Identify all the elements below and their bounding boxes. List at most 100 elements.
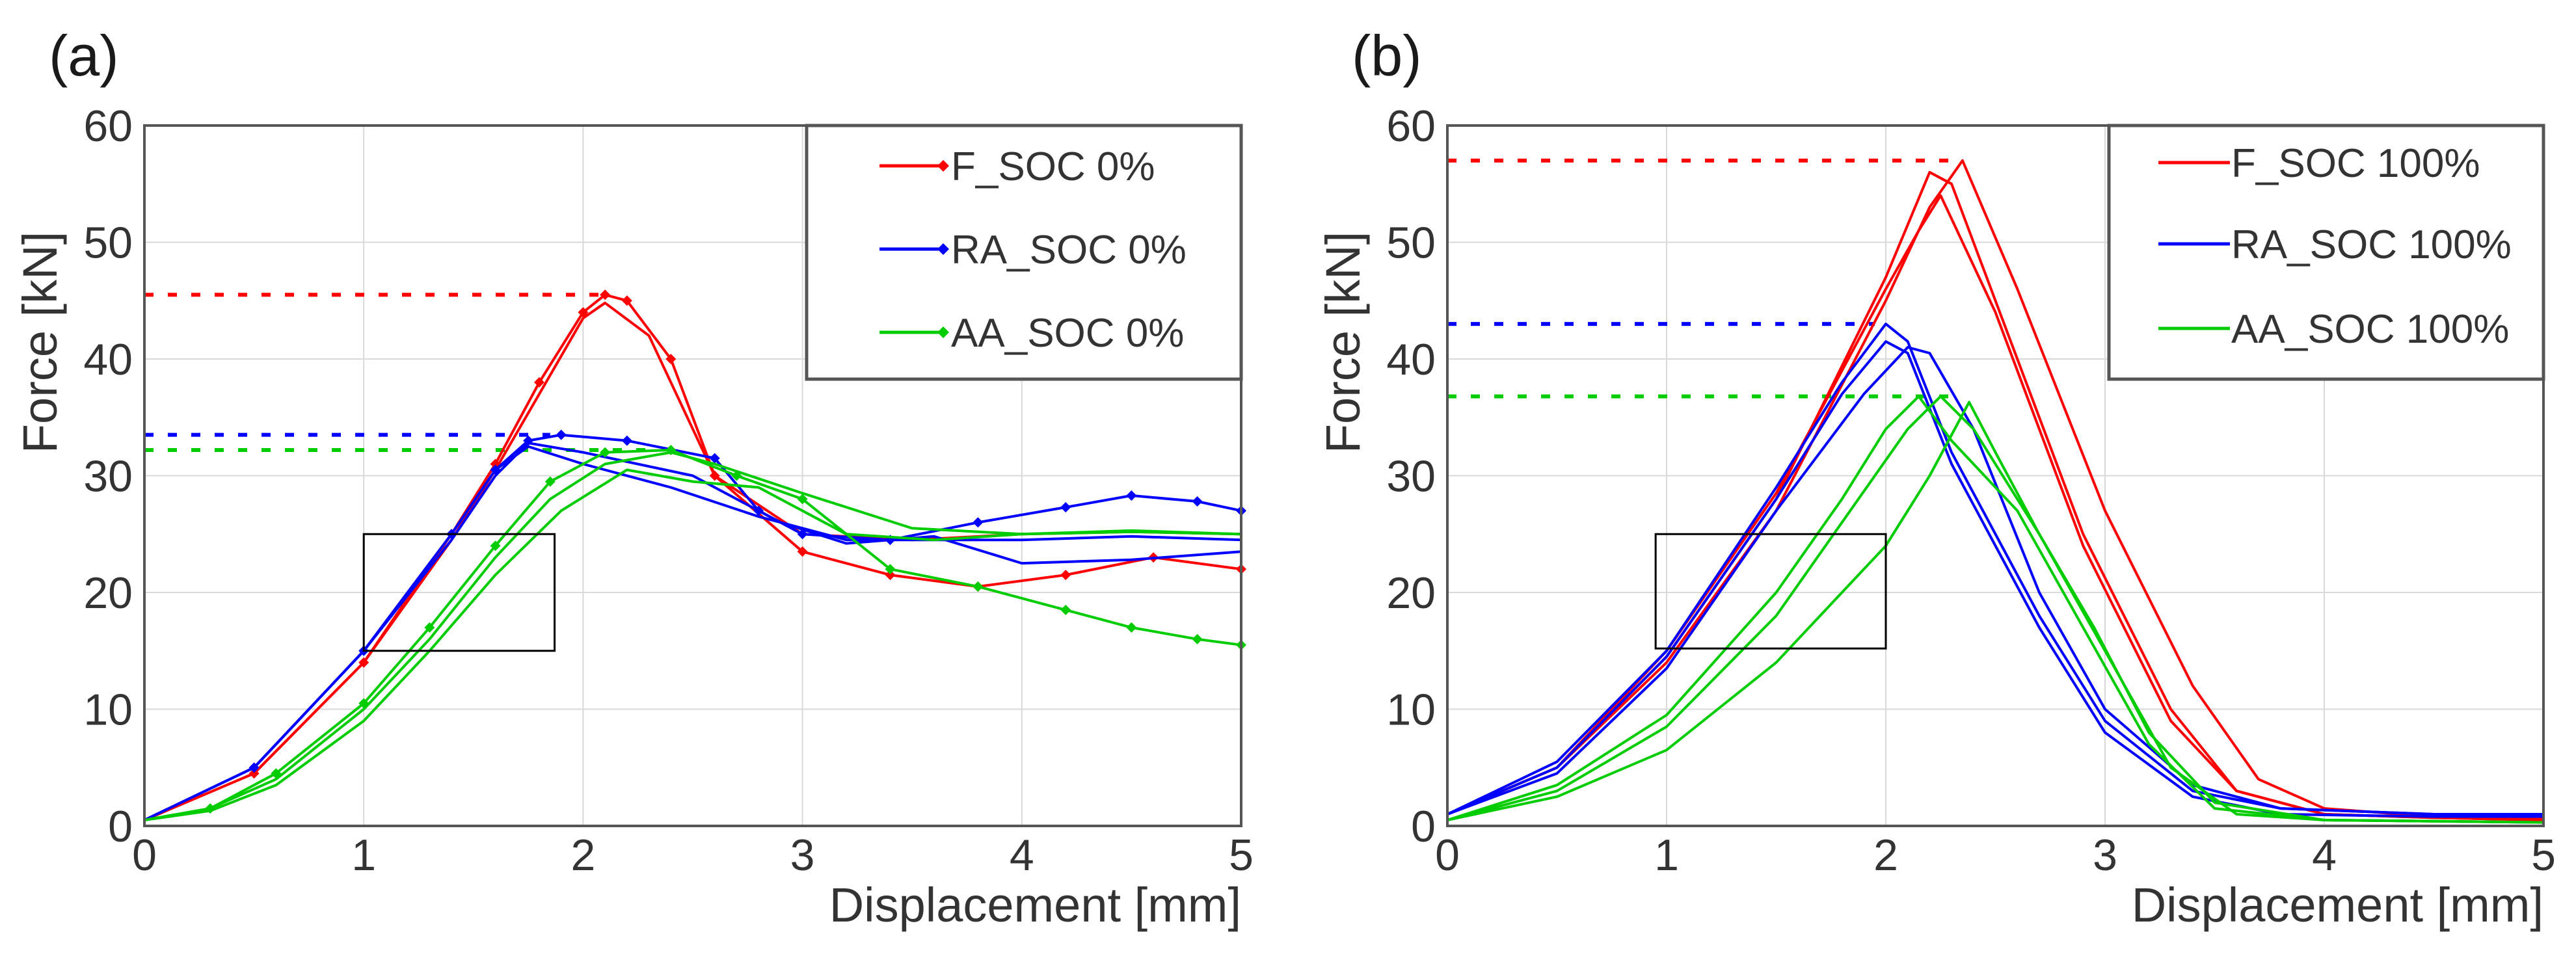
data-point-marker: [1060, 570, 1071, 581]
y-tick-label: 0: [1411, 802, 1436, 851]
data-point-marker: [621, 435, 632, 446]
series-ra-soc-0-3: [143, 442, 1242, 821]
y-tick-label: 50: [83, 219, 133, 268]
legend-label: F_SOC 0%: [951, 144, 1155, 189]
y-tick-label: 60: [1386, 101, 1436, 151]
x-tick-label: 0: [132, 830, 157, 880]
panel-label: (b): [1352, 23, 1422, 88]
data-point-marker: [797, 546, 808, 557]
x-tick-label: 1: [1654, 830, 1679, 880]
zoom-region-box: [362, 533, 556, 652]
series-line: [1446, 346, 2545, 818]
x-tick-label: 2: [570, 830, 595, 880]
legend-marker: [937, 326, 949, 338]
data-point-marker: [556, 429, 567, 440]
y-tick-label: 40: [1386, 335, 1436, 384]
legend-box: [2107, 124, 2545, 381]
data-point-marker: [1126, 490, 1137, 501]
legend-label: RA_SOC 100%: [2231, 222, 2512, 267]
legend-item-aa-soc-0: AA_SOC 0%: [879, 311, 1184, 356]
x-tick-label: 1: [351, 830, 376, 880]
legend-label: F_SOC 100%: [2231, 141, 2480, 186]
legend-box: [805, 124, 1243, 381]
x-tick-label: 4: [2312, 830, 2337, 880]
y-tick-label: 10: [1386, 685, 1436, 735]
series-line: [143, 442, 1242, 821]
legend-item-f-soc-100: F_SOC 100%: [2158, 141, 2480, 186]
data-point-marker: [885, 570, 896, 581]
series-f-soc-100: [1446, 159, 2545, 821]
y-axis-title: Force [kN]: [1316, 232, 1370, 453]
legend: F_SOC 0% RA_SOC 0% AA_SOC 0%: [805, 124, 1243, 381]
legend-label: AA_SOC 0%: [951, 311, 1184, 356]
series-aa-soc-100-2: [1446, 395, 2545, 824]
data-point-marker: [533, 377, 544, 388]
x-tick-label: 5: [2531, 830, 2556, 880]
series-ra-soc-100-2: [1446, 340, 2545, 818]
plot-frame: [143, 124, 1242, 827]
zoom-region-box: [1654, 533, 1887, 650]
data-point-marker: [709, 453, 720, 464]
data-point-marker: [600, 289, 611, 300]
series-line: [1446, 340, 2545, 818]
data-point-marker: [600, 447, 611, 458]
y-tick-label: 30: [1386, 452, 1436, 501]
y-tick-label: 20: [1386, 568, 1436, 618]
data-point-marker: [424, 622, 435, 633]
x-tick-label: 0: [1435, 830, 1460, 880]
y-tick-label: 40: [83, 335, 133, 384]
plot-frame: [1446, 124, 2545, 827]
series-line: [143, 451, 1242, 821]
series-line: [1446, 395, 2545, 824]
data-point-marker: [973, 517, 984, 528]
y-axis-title: Force [kN]: [13, 232, 67, 453]
y-tick-label: 10: [83, 685, 133, 735]
data-point-marker: [1060, 604, 1071, 615]
series-aa-soc-0: [143, 445, 1246, 821]
legend-label: RA_SOC 0%: [951, 228, 1187, 272]
data-point-marker: [490, 540, 501, 551]
legend: F_SOC 100% RA_SOC 100% AA_SOC 100%: [2107, 124, 2545, 381]
legend-item-aa-soc-100: AA_SOC 100%: [2158, 307, 2509, 352]
legend-item-ra-soc-100: RA_SOC 100%: [2158, 222, 2512, 267]
legend-label: AA_SOC 100%: [2231, 307, 2509, 352]
data-point-marker: [621, 295, 632, 306]
legend-item-f-soc-0: F_SOC 0%: [879, 144, 1155, 189]
x-tick-label: 2: [1873, 830, 1898, 880]
x-tick-label: 3: [790, 830, 815, 880]
x-tick-label: 3: [2093, 830, 2117, 880]
legend-marker: [937, 160, 949, 172]
data-point-marker: [665, 354, 677, 364]
x-tick-label: 4: [1010, 830, 1034, 880]
series-aa-soc-100: [1446, 395, 2545, 824]
x-axis-title: Displacement [mm]: [829, 878, 1241, 932]
data-point-marker: [544, 476, 556, 487]
data-point-marker: [1126, 622, 1137, 633]
y-tick-label: 0: [108, 802, 133, 851]
series-aa-soc-0-2: [143, 451, 1242, 821]
data-point-marker: [797, 494, 808, 505]
legend-marker: [937, 243, 949, 255]
series-line: [1446, 395, 2545, 824]
series-aa-soc-0-3: [143, 468, 1242, 821]
y-tick-label: 20: [83, 568, 133, 618]
series-line: [1446, 401, 2545, 824]
y-tick-label: 60: [83, 101, 133, 151]
data-point-marker: [973, 581, 984, 592]
series-ra-soc-0-2: [143, 445, 1242, 821]
series-ra-soc-100-3: [1446, 346, 2545, 818]
x-axis-title: Displacement [mm]: [2132, 878, 2543, 932]
data-point-marker: [1192, 496, 1203, 507]
data-point-marker: [1192, 633, 1203, 644]
series-line: [1446, 159, 2545, 821]
y-tick-label: 30: [83, 452, 133, 501]
x-tick-label: 5: [1229, 830, 1254, 880]
legend-item-ra-soc-0: RA_SOC 0%: [879, 228, 1187, 272]
panel-label: (a): [49, 23, 119, 88]
data-point-marker: [1060, 501, 1071, 512]
data-point-marker: [885, 564, 896, 575]
y-tick-label: 50: [1386, 219, 1436, 268]
